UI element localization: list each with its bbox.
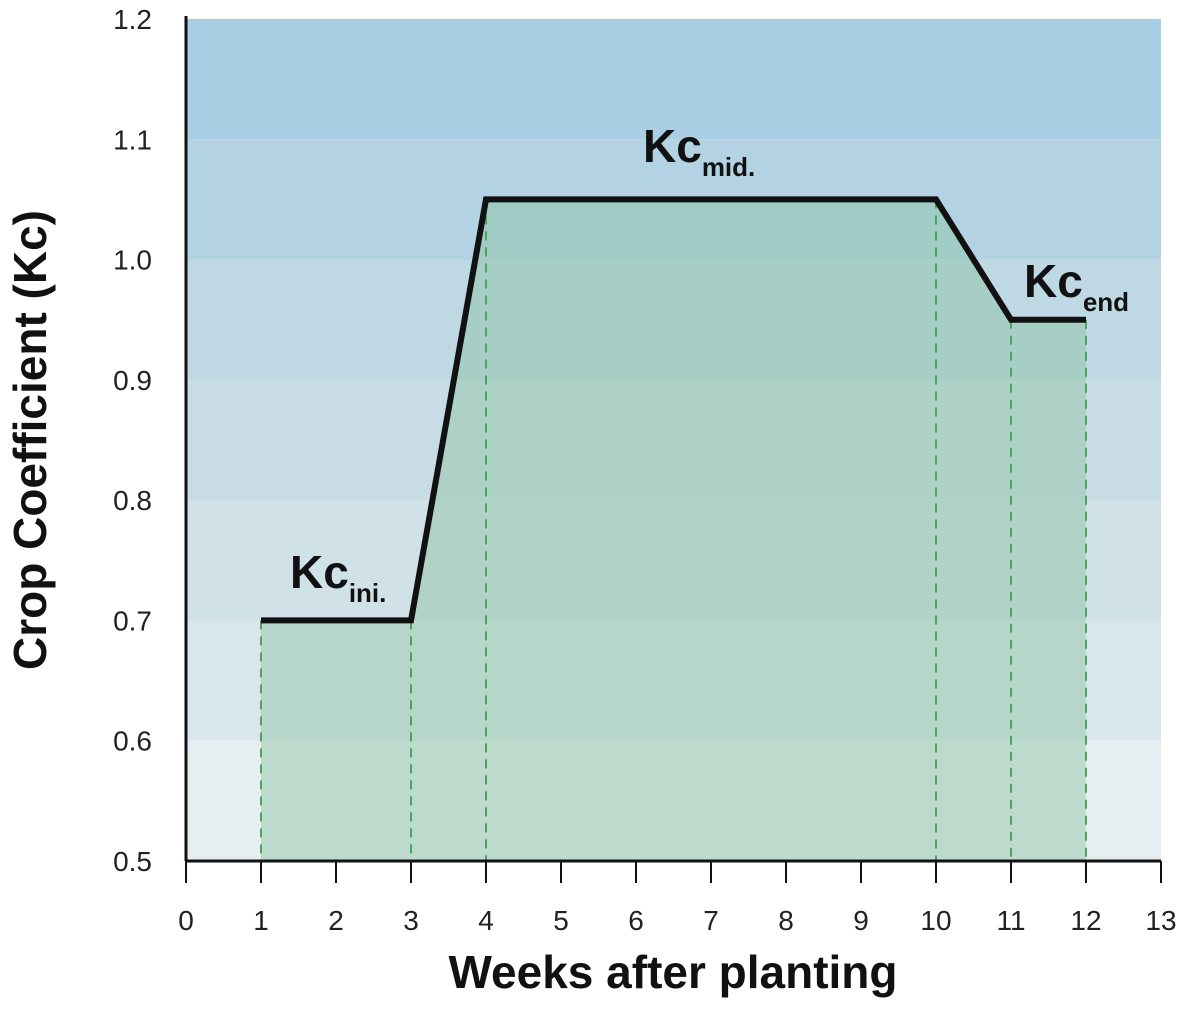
x-tick-label: 11 — [996, 905, 1025, 936]
x-tick-label: 7 — [703, 905, 719, 936]
line — [261, 196, 1086, 624]
area — [261, 199, 1086, 861]
x-tick-label: 2 — [328, 905, 344, 936]
x-tick-label: 1 — [253, 905, 269, 936]
annotation-text: Kc — [1024, 255, 1083, 307]
annotation-text: Kc — [643, 120, 702, 172]
annotation: Kcend — [1024, 255, 1129, 317]
y-tick-label: 0.7 — [113, 605, 152, 636]
background-band — [186, 259, 1161, 380]
annotation-text: Kc — [290, 546, 349, 598]
y-tick-label: 0.9 — [113, 365, 152, 396]
background-band — [186, 19, 1161, 140]
x-tick-label: 12 — [1070, 905, 1101, 936]
background-band — [186, 379, 1161, 501]
y-tick-label: 1.1 — [113, 124, 152, 155]
background-band — [186, 500, 1161, 621]
annotation: Kcmid. — [643, 120, 755, 182]
annotation-subscript: ini. — [349, 578, 387, 608]
x-tick-label: 3 — [403, 905, 419, 936]
x-tick-label: 4 — [478, 905, 494, 936]
annotation-subscript: end — [1083, 287, 1129, 317]
x-tick-label: 0 — [178, 905, 194, 936]
annotation-subscript: mid. — [702, 152, 755, 182]
annotation: Kcini. — [290, 546, 386, 608]
x-tick-label: 8 — [778, 905, 794, 936]
y-tick-label: 0.8 — [113, 485, 152, 516]
y-tick-label: 1.0 — [113, 245, 152, 276]
background-band — [186, 620, 1161, 741]
plot-area — [260, 196, 1087, 861]
x-tick-label: 5 — [553, 905, 569, 936]
y-axis-title: Crop Coefficient (Kc) — [4, 210, 56, 670]
y-tick-label: 1.2 — [113, 4, 152, 35]
x-axis-title: Weeks after planting — [448, 946, 897, 998]
x-tick-label: 13 — [1145, 905, 1176, 936]
x-tick-label: 10 — [920, 905, 951, 936]
background-band — [186, 740, 1161, 861]
x-tick-label: 9 — [853, 905, 869, 936]
x-tick-label: 6 — [628, 905, 644, 936]
y-tick-label: 0.6 — [113, 726, 152, 757]
y-tick-label: 0.5 — [113, 846, 152, 877]
